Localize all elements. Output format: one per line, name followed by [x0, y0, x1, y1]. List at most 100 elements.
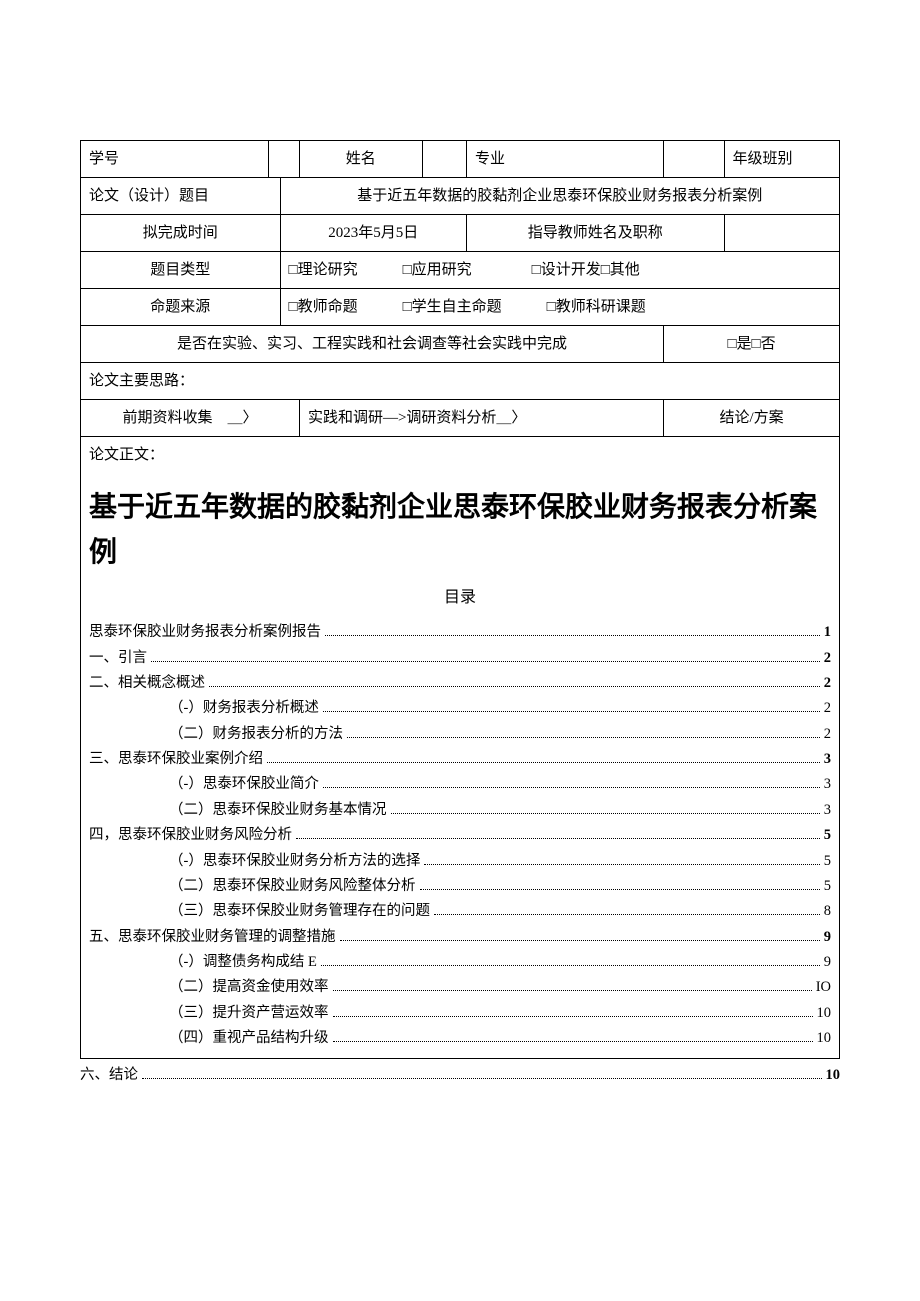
toc-page: 2	[824, 671, 831, 696]
label-topic-source: 命题来源	[81, 289, 281, 326]
thesis-body-cell: 论文正文： 基于近五年数据的胶黏剂企业思泰环保胶业财务报表分析案例 目录 思泰环…	[81, 437, 840, 1059]
form-row-source: 命题来源 □教师命题 □学生自主命题 □教师科研课题	[81, 289, 840, 326]
form-row-practice: 是否在实验、实习、工程实践和社会调查等社会实践中完成 □是□否	[81, 326, 840, 363]
label-completion-date: 拟完成时间	[81, 215, 281, 252]
toc-page: 1	[824, 620, 831, 645]
toc-label: （-）调整债务构成结 E	[169, 950, 317, 975]
thesis-main-title: 基于近五年数据的胶黏剂企业思泰环保胶业财务报表分析案例	[89, 485, 831, 575]
toc-dots	[323, 779, 820, 789]
toc-label: （三）提升资产营运效率	[169, 1001, 329, 1026]
toc-label: （-）思泰环保胶业财务分析方法的选择	[169, 849, 420, 874]
label-body: 论文正文：	[89, 443, 831, 467]
toc-dots	[333, 982, 812, 992]
toc-dots	[151, 652, 820, 662]
label-advisor: 指导教师姓名及职称	[467, 215, 725, 252]
toc-page: 5	[824, 823, 831, 848]
toc-row: 三、思泰环保胶业案例介绍3	[89, 747, 831, 772]
toc-label: 一、引言	[89, 646, 147, 671]
value-completion-date: 2023年5月5日	[280, 215, 466, 252]
toc-page: 10	[826, 1063, 841, 1088]
toc-row: 四，思泰环保胶业财务风险分析 5	[89, 823, 831, 848]
toc-page: 10	[817, 1026, 832, 1051]
toc-row: （-）思泰环保胶业简介 3	[89, 772, 831, 797]
toc-label: （四）重视产品结构升级	[169, 1026, 329, 1051]
value-thesis-title: 基于近五年数据的胶黏剂企业思泰环保胶业财务报表分析案例	[280, 178, 839, 215]
toc-dots	[142, 1069, 822, 1079]
toc-page: 2	[824, 722, 831, 747]
value-student-id	[268, 141, 299, 178]
form-row-title: 论文（设计）题目 基于近五年数据的胶黏剂企业思泰环保胶业财务报表分析案例	[81, 178, 840, 215]
toc-row: （三）提升资产营运效率 10	[89, 1001, 831, 1026]
value-topic-type: □理论研究 □应用研究 □设计开发□其他	[280, 252, 839, 289]
label-practice: 是否在实验、实习、工程实践和社会调查等社会实践中完成	[81, 326, 664, 363]
toc-outside: 六、结论 10	[80, 1063, 840, 1088]
toc-row: （-）调整债务构成结 E9	[89, 950, 831, 975]
value-major	[664, 141, 724, 178]
toc-page: 2	[824, 646, 831, 671]
table-of-contents: 思泰环保胶业财务报表分析案例报告1一、引言2二、相关概念概述2（-）财务报表分析…	[89, 620, 831, 1051]
toc-dots	[347, 728, 820, 738]
toc-label: 五、思泰环保胶业财务管理的调整措施	[89, 925, 336, 950]
flow-step-3: 结论/方案	[664, 400, 840, 437]
flow-step-2: 实践和调研—>调研资料分析＿〉	[299, 400, 663, 437]
form-row-basic: 学号 姓名 专业 年级班别	[81, 141, 840, 178]
toc-page: 10	[817, 1001, 832, 1026]
toc-label: 二、相关概念概述	[89, 671, 205, 696]
label-thesis-title: 论文（设计）题目	[81, 178, 281, 215]
toc-row: 二、相关概念概述 2	[89, 671, 831, 696]
toc-heading: 目录	[89, 585, 831, 611]
label-student-id: 学号	[81, 141, 269, 178]
toc-row: （四）重视产品结构升级 10	[89, 1026, 831, 1051]
toc-dots	[340, 931, 820, 941]
toc-dots	[321, 956, 820, 966]
toc-dots	[267, 753, 820, 763]
label-topic-type: 题目类型	[81, 252, 281, 289]
form-row-type: 题目类型 □理论研究 □应用研究 □设计开发□其他	[81, 252, 840, 289]
value-topic-source: □教师命题 □学生自主命题 □教师科研课题	[280, 289, 839, 326]
toc-label: 三、思泰环保胶业案例介绍	[89, 747, 263, 772]
toc-dots	[434, 906, 820, 916]
form-row-body: 论文正文： 基于近五年数据的胶黏剂企业思泰环保胶业财务报表分析案例 目录 思泰环…	[81, 437, 840, 1059]
toc-label: 四，思泰环保胶业财务风险分析	[89, 823, 292, 848]
value-advisor	[724, 215, 839, 252]
toc-label: （二）提高资金使用效率	[169, 975, 329, 1000]
toc-row: 一、引言 2	[89, 646, 831, 671]
toc-page: 2	[824, 696, 831, 721]
label-main-idea: 论文主要思路：	[81, 363, 840, 400]
label-name: 姓名	[299, 141, 422, 178]
value-practice: □是□否	[664, 326, 840, 363]
toc-row: 五、思泰环保胶业财务管理的调整措施9	[89, 925, 831, 950]
label-major: 专业	[467, 141, 664, 178]
toc-label: （二）思泰环保胶业财务基本情况	[169, 798, 387, 823]
toc-dots	[296, 830, 820, 840]
toc-row: （三）思泰环保胶业财务管理存在的问题8	[89, 899, 831, 924]
toc-dots	[323, 703, 820, 713]
toc-dots	[420, 880, 820, 890]
toc-row: 六、结论 10	[80, 1063, 840, 1088]
toc-row: （-）思泰环保胶业财务分析方法的选择 5	[89, 849, 831, 874]
toc-page: IO	[816, 975, 831, 1000]
toc-row: （-）财务报表分析概述 2	[89, 696, 831, 721]
form-row-flow: 前期资料收集 ＿〉 实践和调研—>调研资料分析＿〉 结论/方案	[81, 400, 840, 437]
toc-row: （二）财务报表分析的方法2	[89, 722, 831, 747]
toc-page: 3	[824, 798, 831, 823]
flow-step-1: 前期资料收集 ＿〉	[81, 400, 300, 437]
toc-row: （二）思泰环保胶业财务风险整体分析5	[89, 874, 831, 899]
toc-dots	[333, 1033, 813, 1043]
document-page: 学号 姓名 专业 年级班别 论文（设计）题目 基于近五年数据的胶黏剂企业思泰环保…	[0, 0, 920, 1128]
toc-dots	[424, 855, 819, 865]
toc-label: （-）思泰环保胶业简介	[169, 772, 319, 797]
toc-row: （二）提高资金使用效率 IO	[89, 975, 831, 1000]
toc-page: 5	[824, 849, 831, 874]
toc-page: 3	[824, 772, 831, 797]
toc-label: 六、结论	[80, 1063, 138, 1088]
toc-label: 思泰环保胶业财务报表分析案例报告	[89, 620, 321, 645]
toc-dots	[325, 627, 820, 637]
toc-page: 8	[824, 899, 831, 924]
toc-dots	[333, 1007, 813, 1017]
toc-dots	[209, 677, 820, 687]
toc-label: （-）财务报表分析概述	[169, 696, 319, 721]
toc-row: 思泰环保胶业财务报表分析案例报告 1	[89, 620, 831, 645]
toc-page: 5	[824, 874, 831, 899]
value-name	[422, 141, 466, 178]
